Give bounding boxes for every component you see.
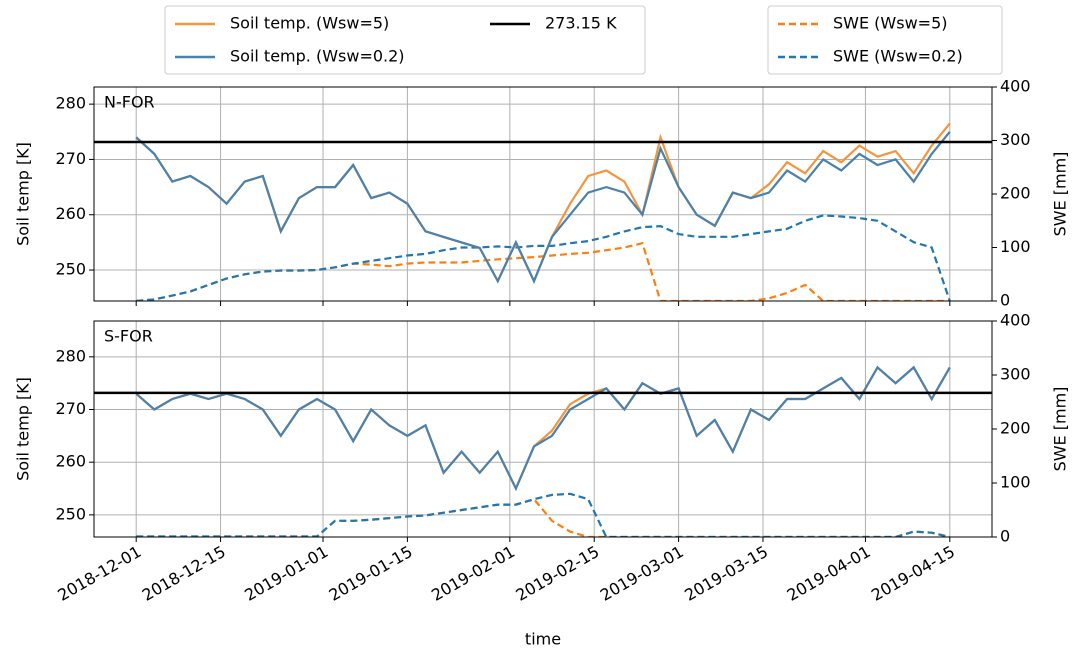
series-line <box>136 492 951 537</box>
plot-frame <box>93 320 993 538</box>
x-axis-label: time <box>525 630 561 649</box>
legend-label: Soil temp. (Wsw=5) <box>230 14 389 33</box>
y-tick-label: 270 <box>55 399 86 418</box>
legend-label: 273.15 K <box>545 14 617 33</box>
x-tick-label: 2019-04-01 <box>784 542 874 605</box>
y2-tick-label: 200 <box>1000 419 1031 438</box>
x-tick-label: 2018-12-15 <box>139 542 229 605</box>
y2-tick-label: 400 <box>1000 77 1031 96</box>
x-tick-label: 2019-03-15 <box>681 542 771 605</box>
y2-tick-label: 0 <box>1000 291 1010 310</box>
y-tick-label: 250 <box>55 504 86 523</box>
plot-frame <box>93 86 993 302</box>
series-line <box>136 497 951 537</box>
y-tick-label: 280 <box>55 346 86 365</box>
x-tick-label: 2019-02-15 <box>512 542 602 605</box>
y2-tick-label: 300 <box>1000 130 1031 149</box>
legend-label: Soil temp. (Wsw=0.2) <box>230 47 405 66</box>
y-tick-label: 260 <box>55 452 86 471</box>
y2-tick-label: 300 <box>1000 365 1031 384</box>
y2-axis-label: SWE [mm] <box>1051 387 1070 472</box>
y2-tick-label: 100 <box>1000 237 1031 256</box>
x-tick-label: 2019-04-15 <box>868 542 958 605</box>
x-tick-label: 2019-02-01 <box>428 542 518 605</box>
y-tick-label: 260 <box>55 204 86 223</box>
x-tick-label: 2019-01-15 <box>326 542 416 605</box>
y2-tick-label: 100 <box>1000 473 1031 492</box>
x-tick-label: 2018-12-01 <box>54 542 144 605</box>
y2-tick-label: 0 <box>1000 527 1010 546</box>
series-line <box>135 131 951 284</box>
series-line <box>136 214 951 301</box>
x-tick-label: 2019-03-01 <box>597 542 687 605</box>
y2-tick-label: 400 <box>1000 311 1031 330</box>
series-line <box>135 365 951 492</box>
y-axis-label: Soil temp [K] <box>14 142 33 246</box>
legend <box>767 5 1003 75</box>
y2-axis-label: SWE [mm] <box>1051 152 1070 237</box>
y-tick-label: 250 <box>55 260 86 279</box>
y-tick-label: 280 <box>55 94 86 113</box>
x-tick-label: 2019-01-01 <box>241 542 331 605</box>
panel-label: S-FOR <box>104 327 153 346</box>
y-axis-label: Soil temp [K] <box>14 377 33 481</box>
y-tick-label: 270 <box>55 149 86 168</box>
y2-tick-label: 200 <box>1000 184 1031 203</box>
panel-label: N-FOR <box>104 93 155 112</box>
legend-label: SWE (Wsw=0.2) <box>833 47 963 66</box>
legend-label: SWE (Wsw=5) <box>833 14 947 33</box>
